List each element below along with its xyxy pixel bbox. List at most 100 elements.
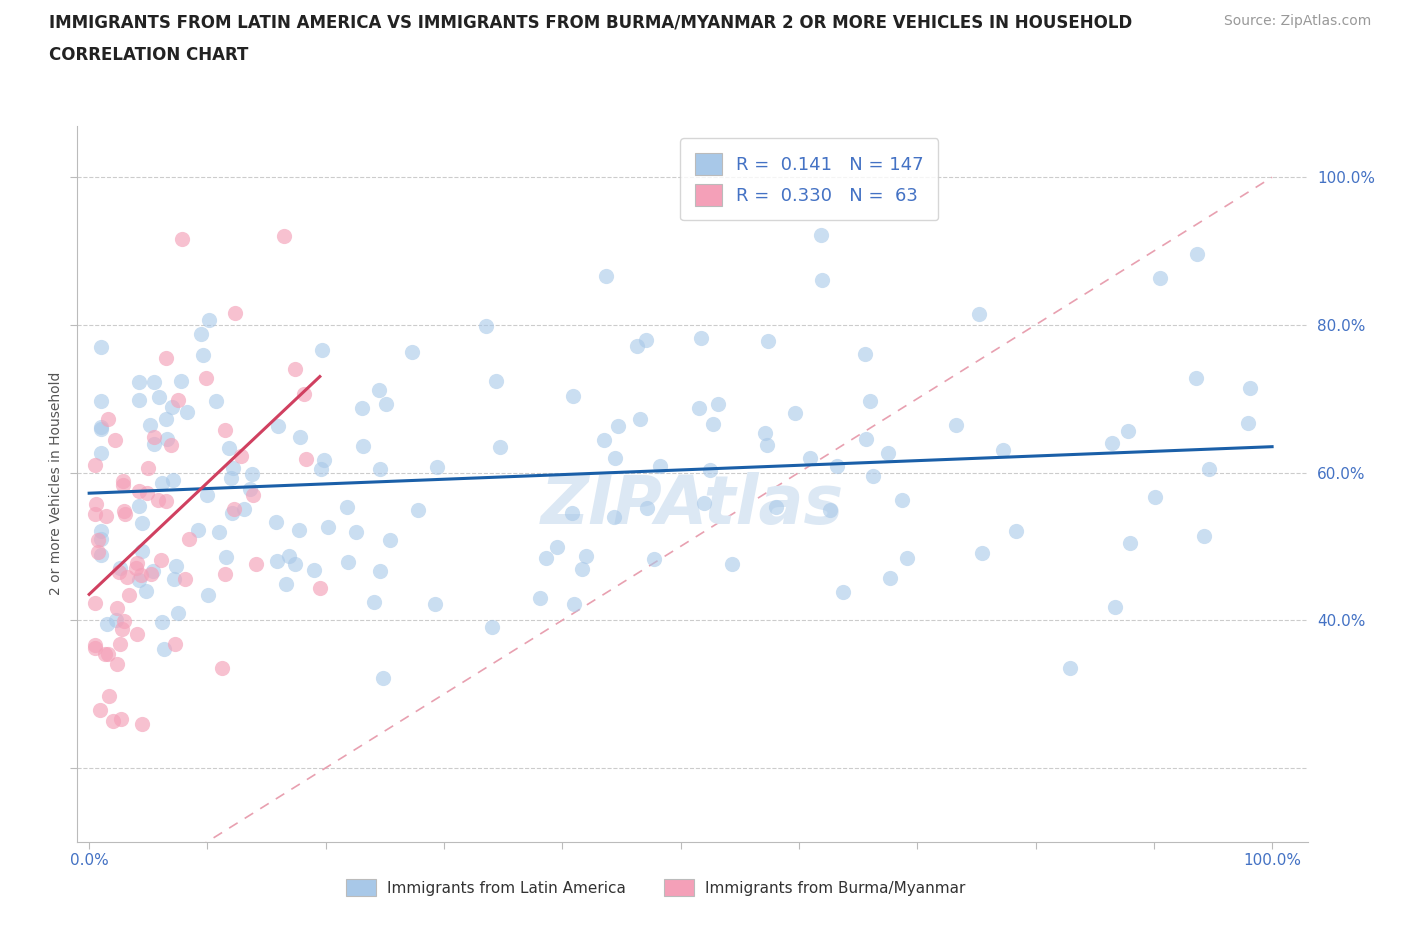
- Point: [295, 451, 318, 466]
- Point: [167, 392, 190, 407]
- Point: [139, 418, 162, 432]
- Point: [197, 312, 219, 327]
- Point: [825, 458, 848, 473]
- Point: [84, 458, 107, 472]
- Point: [135, 584, 157, 599]
- Point: [832, 584, 855, 599]
- Point: [142, 564, 165, 578]
- Point: [316, 520, 339, 535]
- Point: [94, 646, 117, 661]
- Point: [90, 531, 112, 546]
- Point: [96, 617, 118, 631]
- Point: [112, 614, 135, 629]
- Point: [112, 503, 135, 518]
- Point: [1239, 380, 1261, 395]
- Point: [163, 637, 186, 652]
- Point: [648, 458, 671, 473]
- Point: [595, 269, 617, 284]
- Point: [945, 418, 967, 432]
- Point: [967, 306, 990, 321]
- Point: [104, 432, 127, 447]
- Point: [155, 351, 177, 365]
- Point: [561, 505, 583, 520]
- Point: [111, 477, 134, 492]
- Point: [336, 499, 359, 514]
- Point: [89, 703, 111, 718]
- Point: [374, 396, 396, 411]
- Point: [152, 476, 174, 491]
- Point: [406, 502, 429, 517]
- Point: [117, 588, 139, 603]
- Point: [148, 390, 170, 405]
- Point: [131, 544, 153, 559]
- Point: [131, 515, 153, 530]
- Point: [1104, 599, 1126, 614]
- Point: [481, 619, 503, 634]
- Point: [1184, 370, 1206, 385]
- Point: [991, 443, 1014, 458]
- Point: [636, 333, 658, 348]
- Point: [108, 561, 131, 576]
- Text: Source: ZipAtlas.com: Source: ZipAtlas.com: [1223, 14, 1371, 28]
- Point: [562, 596, 585, 611]
- Point: [195, 488, 218, 503]
- Point: [193, 348, 215, 363]
- Point: [110, 636, 132, 651]
- Point: [311, 342, 333, 357]
- Point: [153, 642, 176, 657]
- Point: [94, 509, 117, 524]
- Legend: Immigrants from Latin America, Immigrants from Burma/Myanmar: Immigrants from Latin America, Immigrant…: [339, 873, 972, 902]
- Point: [799, 451, 821, 466]
- Point: [128, 498, 150, 513]
- Point: [702, 417, 724, 432]
- Point: [855, 432, 877, 446]
- Point: [136, 485, 159, 500]
- Point: [1149, 270, 1171, 285]
- Point: [425, 596, 447, 611]
- Point: [139, 567, 162, 582]
- Point: [150, 614, 173, 629]
- Point: [485, 373, 508, 388]
- Point: [367, 382, 389, 397]
- Point: [86, 532, 108, 547]
- Point: [163, 572, 186, 587]
- Point: [1005, 524, 1028, 538]
- Point: [127, 626, 149, 641]
- Point: [721, 557, 744, 572]
- Point: [160, 438, 183, 453]
- Point: [90, 421, 112, 436]
- Point: [302, 563, 325, 578]
- Point: [204, 393, 226, 408]
- Point: [1192, 528, 1215, 543]
- Point: [128, 573, 150, 588]
- Point: [90, 547, 112, 562]
- Point: [312, 453, 335, 468]
- Point: [862, 469, 884, 484]
- Point: [97, 412, 120, 427]
- Text: ZIPAtlas: ZIPAtlas: [541, 472, 844, 538]
- Point: [970, 546, 993, 561]
- Point: [101, 713, 124, 728]
- Point: [165, 558, 187, 573]
- Point: [529, 591, 551, 605]
- Point: [110, 711, 132, 726]
- Point: [105, 612, 128, 627]
- Point: [208, 525, 231, 539]
- Point: [783, 405, 806, 420]
- Point: [278, 549, 301, 564]
- Point: [475, 319, 498, 334]
- Point: [155, 412, 177, 427]
- Point: [90, 445, 112, 460]
- Point: [117, 570, 139, 585]
- Point: [84, 596, 107, 611]
- Point: [274, 577, 297, 591]
- Point: [643, 552, 665, 567]
- Point: [242, 487, 264, 502]
- Point: [128, 392, 150, 407]
- Point: [239, 481, 262, 496]
- Point: [90, 419, 112, 434]
- Point: [240, 466, 263, 481]
- Point: [264, 514, 287, 529]
- Point: [562, 389, 585, 404]
- Point: [177, 532, 200, 547]
